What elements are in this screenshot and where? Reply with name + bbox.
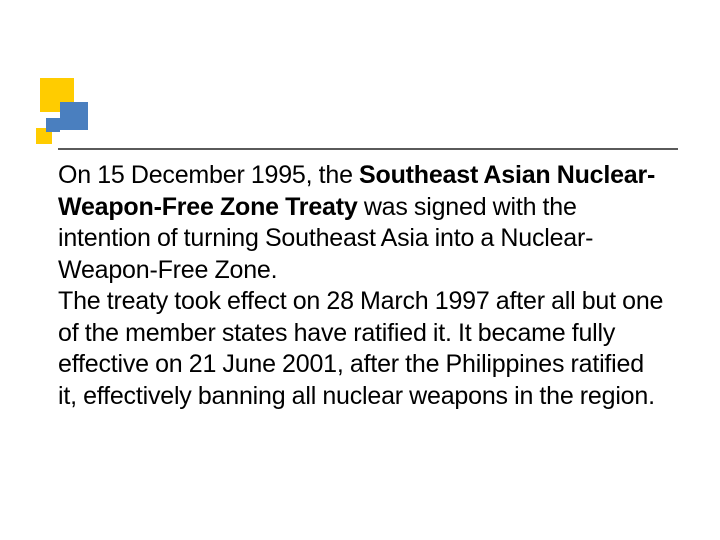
bullet-decoration xyxy=(36,78,96,148)
slide: On 15 December 1995, the Southeast Asian… xyxy=(0,0,720,540)
square-blue-large xyxy=(60,102,88,130)
horizontal-rule xyxy=(58,148,678,150)
paragraph-2: The treaty took effect on 28 March 1997 … xyxy=(58,286,666,412)
paragraph-1: On 15 December 1995, the Southeast Asian… xyxy=(58,160,666,286)
p1-lead: On 15 December 1995, the xyxy=(58,161,359,189)
body-text: On 15 December 1995, the Southeast Asian… xyxy=(58,160,666,412)
square-blue-small xyxy=(46,118,60,132)
